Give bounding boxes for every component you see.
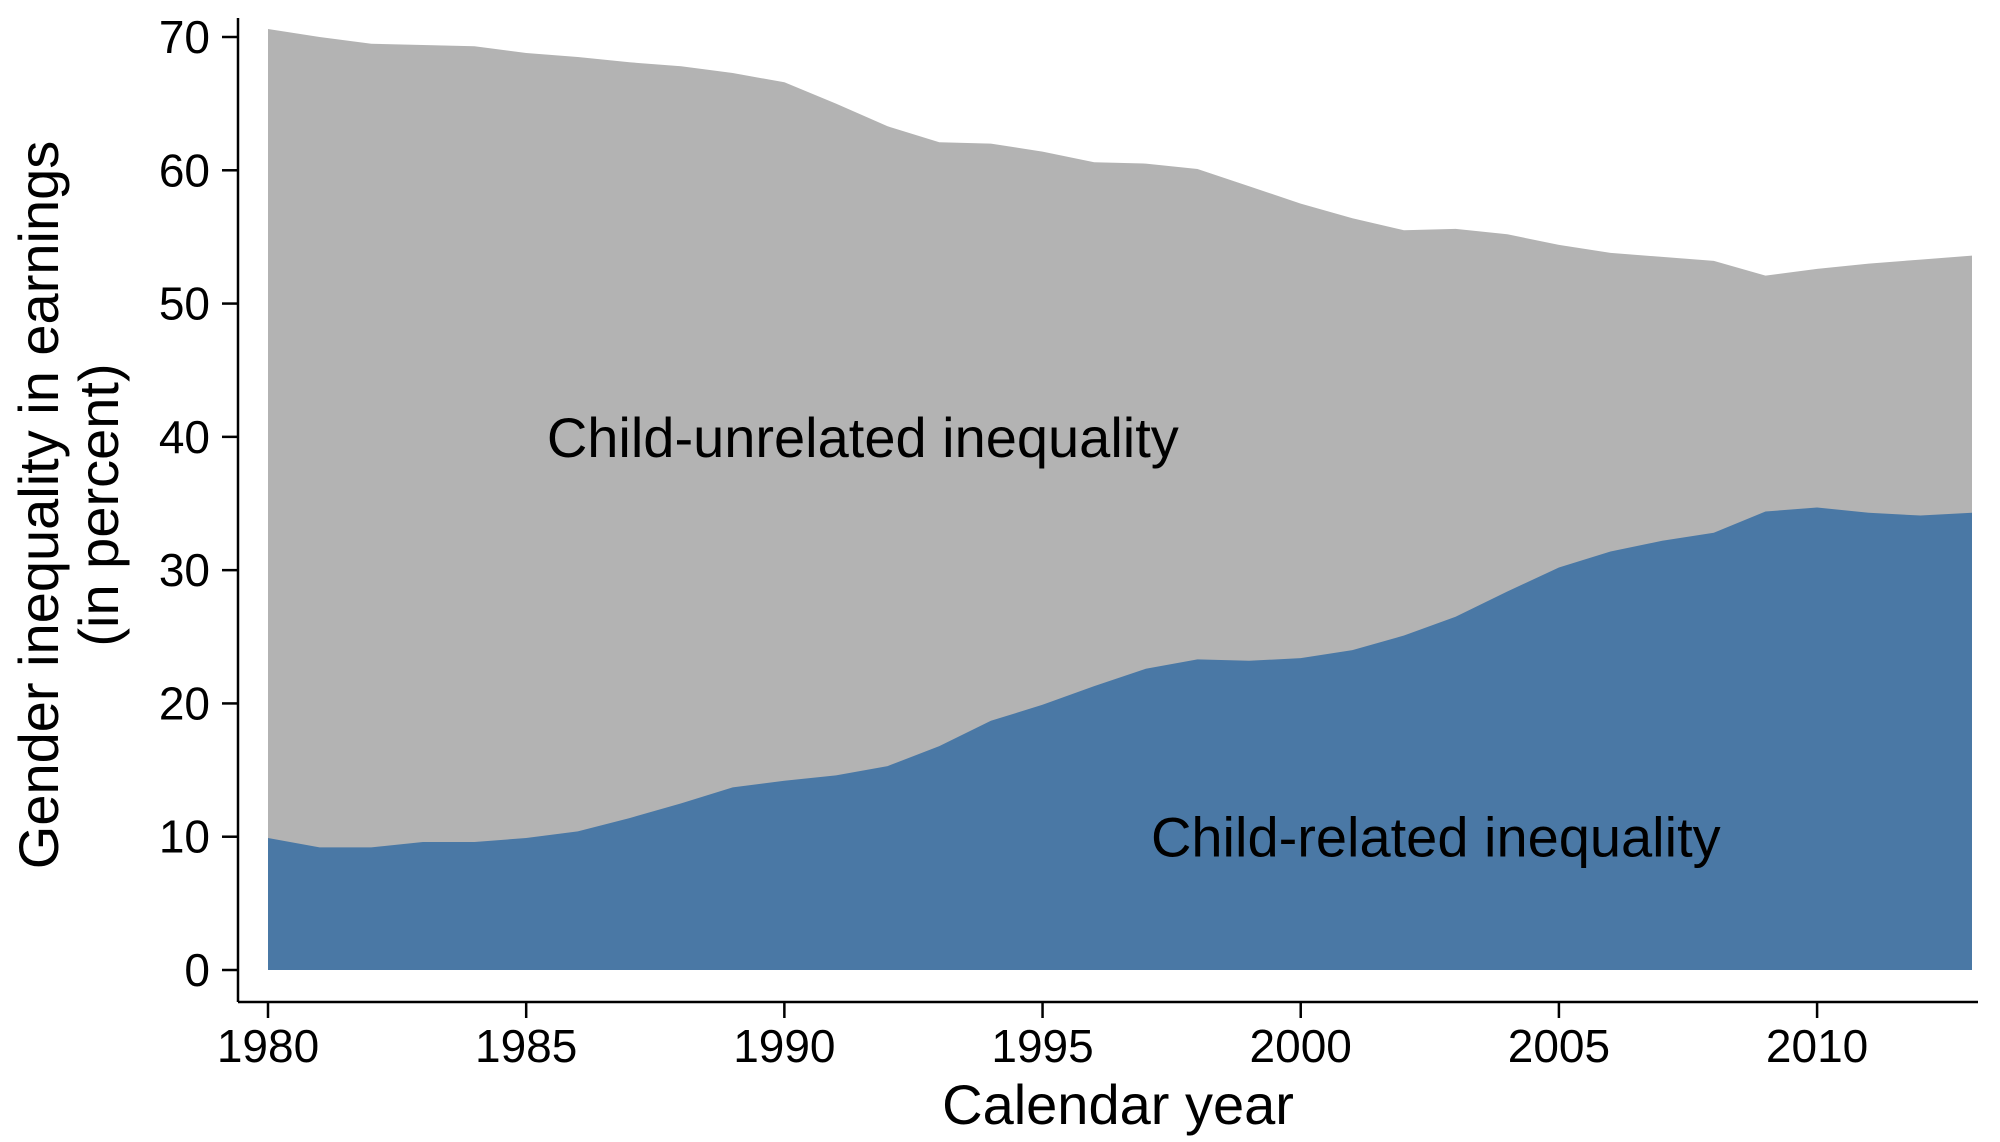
x-tick-label: 2000 [1250, 1020, 1352, 1072]
x-tick-label: 1995 [991, 1020, 1093, 1072]
y-tick-label: 30 [159, 544, 210, 596]
y-tick-label: 10 [159, 811, 210, 863]
y-axis-title-line1: Gender inequality in earnings [7, 141, 70, 869]
x-tick-label: 2010 [1766, 1020, 1868, 1072]
y-tick-label: 0 [184, 944, 210, 996]
x-axis-title: Calendar year [942, 1073, 1294, 1136]
y-tick-label: 20 [159, 677, 210, 729]
axes [222, 18, 1978, 1018]
x-tick-label: 1985 [475, 1020, 577, 1072]
plot-areas [268, 29, 1972, 970]
tick-labels: 0 10 20 30 40 50 60 70 1980 1985 1990 1995 2000 2005 2… [159, 11, 1868, 1072]
x-tick-label: 1990 [733, 1020, 835, 1072]
x-tick-label: 1980 [217, 1020, 319, 1072]
y-tick-label: 40 [159, 411, 210, 463]
y-tick-label: 60 [159, 144, 210, 196]
y-tick-label: 70 [159, 11, 210, 63]
y-axis-title-line2: (in percent) [67, 363, 130, 646]
child-unrelated-label: Child-unrelated inequality [547, 406, 1179, 469]
y-axis-title: Gender inequality in earnings (in percen… [7, 141, 130, 869]
x-tick-label: 2005 [1508, 1020, 1610, 1072]
child-related-label: Child-related inequality [1151, 806, 1721, 869]
child-related-area [268, 507, 1972, 970]
y-tick-label: 50 [159, 278, 210, 330]
